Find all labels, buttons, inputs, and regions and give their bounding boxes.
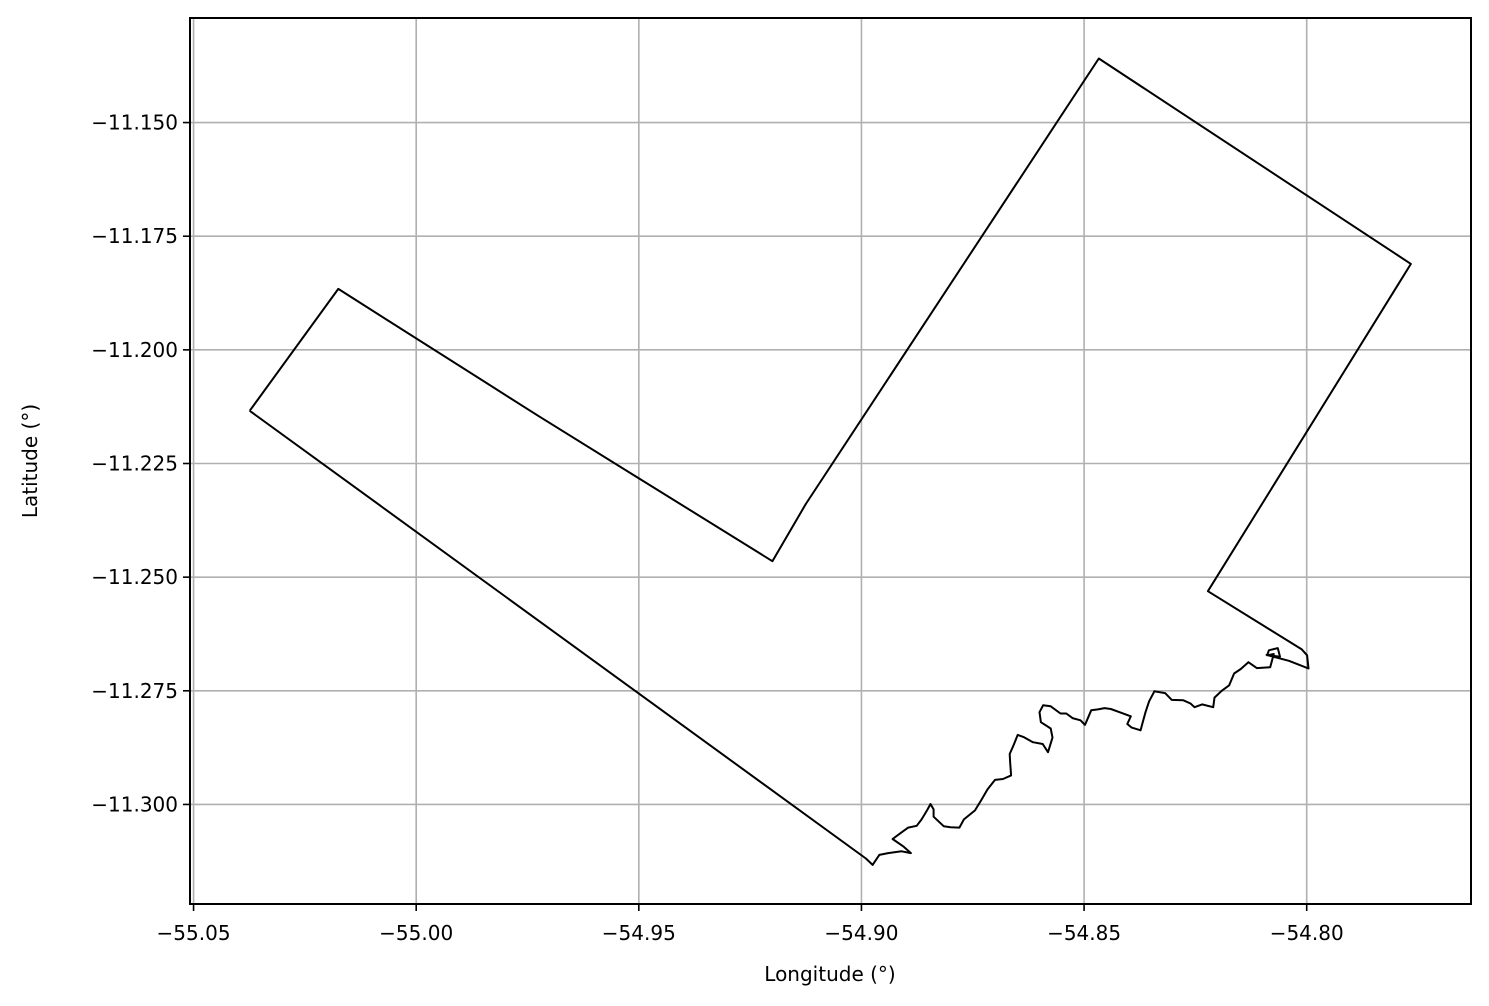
y-tick-label: −11.225 [91,452,178,476]
x-tick-label: −54.80 [1270,921,1344,945]
plot-frame [189,17,1472,905]
region-boundary [248,57,1412,866]
y-tick-label: −11.150 [91,111,178,135]
x-tick-label: −54.85 [1047,921,1121,945]
x-tick-label: −54.95 [602,921,676,945]
x-axis-ticks: −55.05 −55.00 −54.95 −54.90 −54.85 −54.80 [157,904,1344,945]
y-tick-label: −11.175 [91,224,178,248]
x-axis-label: Longitude (°) [764,962,895,986]
x-tick-label: −54.90 [824,921,898,945]
x-tick-label: −55.00 [379,921,453,945]
y-tick-label: −11.250 [91,565,178,589]
y-axis-label: Latitude (°) [18,404,42,518]
gridlines [190,18,1471,904]
y-axis-ticks: −11.150 −11.175 −11.200 −11.225 −11.250 −11.2… [91,111,190,816]
y-tick-label: −11.275 [91,679,178,703]
y-tick-label: −11.200 [91,338,178,362]
y-tick-label: −11.300 [91,792,178,816]
x-tick-label: −55.05 [157,921,231,945]
